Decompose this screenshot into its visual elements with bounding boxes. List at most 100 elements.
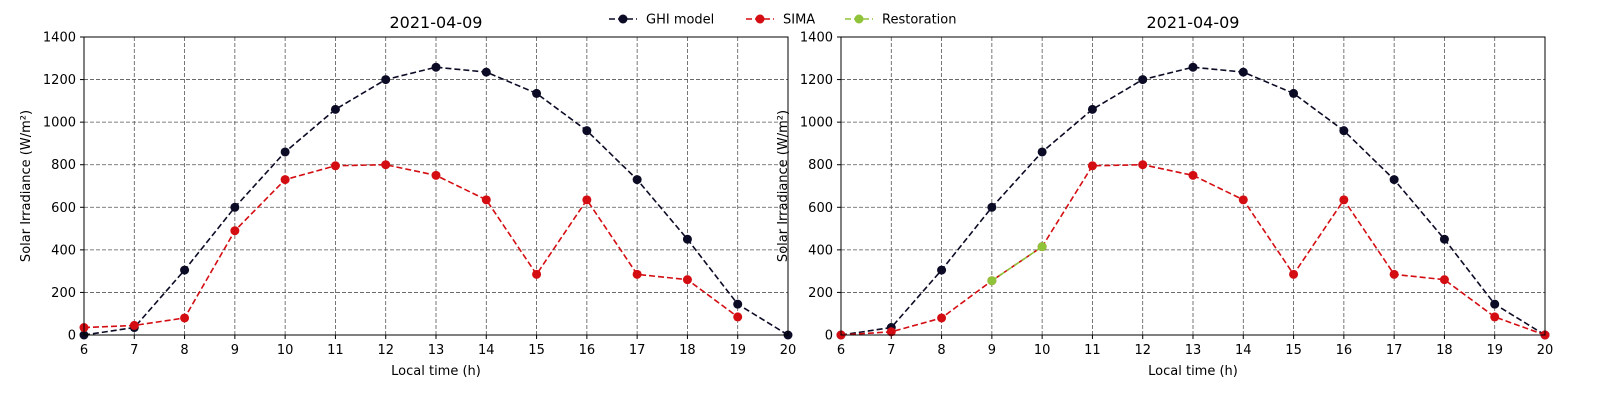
data-point-ghi-model	[1289, 88, 1299, 98]
data-point-restoration	[987, 276, 997, 286]
legend-marker	[618, 14, 628, 24]
y-tick-label: 400	[51, 243, 76, 258]
x-tick-label: 8	[937, 343, 945, 358]
series-line-sima	[83, 163, 739, 329]
data-point-ghi-model	[1188, 62, 1198, 72]
chart-panel-left: 6 7 8 9 10 11 12 13 14 15 16 17 18 19 2002004006008001…	[19, 13, 796, 379]
x-tick-label: 13	[428, 343, 445, 358]
series-restoration	[987, 242, 1047, 286]
x-axis-title: Local time (h)	[1148, 364, 1238, 379]
x-tick-label: 9	[231, 343, 239, 358]
data-point-sima	[1490, 312, 1500, 322]
x-tick-label: 19	[1486, 343, 1503, 358]
series-line-ghi-model	[83, 66, 789, 336]
series-ghi-model	[79, 62, 793, 340]
x-tick-label: 18	[679, 343, 696, 358]
data-point-ghi-model	[280, 147, 290, 157]
data-point-ghi-model	[937, 265, 947, 275]
y-tick-label: 1400	[800, 31, 833, 46]
x-tick-label: 14	[1235, 343, 1252, 358]
y-tick-label: 1000	[43, 116, 76, 131]
x-tick-label: 18	[1436, 343, 1453, 358]
y-tick-label: 1200	[43, 73, 76, 88]
data-point-ghi-model	[532, 88, 542, 98]
series-line-restoration	[991, 245, 1043, 282]
x-tick-label: 12	[377, 343, 394, 358]
data-point-sima	[886, 327, 896, 337]
y-tick-label: 600	[808, 201, 833, 216]
data-point-ghi-model	[733, 299, 743, 309]
y-tick-label: 200	[808, 286, 833, 301]
data-point-sima	[330, 161, 340, 171]
data-point-ghi-model	[1490, 299, 1500, 309]
legend-marker	[854, 14, 864, 24]
data-point-sima	[280, 175, 290, 185]
data-point-sima	[1439, 275, 1449, 285]
y-tick-label: 800	[808, 158, 833, 173]
data-point-sima	[582, 195, 592, 205]
x-tick-label: 20	[1537, 343, 1554, 358]
x-tick-label: 7	[887, 343, 895, 358]
y-tick-label: 600	[51, 201, 76, 216]
x-tick-label: 15	[1285, 343, 1302, 358]
x-tick-label: 17	[1386, 343, 1403, 358]
legend-marker	[755, 14, 765, 24]
x-tick-label: 9	[988, 343, 996, 358]
legend-label: GHI model	[646, 13, 714, 28]
x-axis-title: Local time (h)	[391, 364, 481, 379]
data-point-ghi-model	[1138, 75, 1148, 85]
legend-item-sima: SIMA	[746, 13, 815, 28]
x-tick-label: 16	[1336, 343, 1353, 358]
plot-frame	[83, 36, 789, 336]
data-point-sima	[733, 312, 743, 322]
data-point-sima	[180, 313, 190, 323]
data-point-sima	[481, 195, 491, 205]
y-axis-title: Solar Irradiance (W/m²)	[776, 110, 791, 262]
data-point-ghi-model	[1339, 126, 1349, 136]
data-point-ghi-model	[431, 62, 441, 72]
data-point-ghi-model	[1037, 147, 1047, 157]
chart-panel-right: 6 7 8 9 10 11 12 13 14 15 16 17 18 19 2002004006008001…	[776, 13, 1553, 379]
data-point-ghi-model	[582, 126, 592, 136]
data-point-ghi-model	[987, 202, 997, 212]
legend-label: Restoration	[882, 13, 956, 28]
x-tick-label: 6	[837, 343, 845, 358]
x-tick-label: 13	[1185, 343, 1202, 358]
plot-frame	[840, 36, 1546, 336]
x-tick-label: 7	[130, 343, 138, 358]
data-point-sima	[1138, 160, 1148, 170]
y-tick-label: 800	[51, 158, 76, 173]
x-tick-label: 8	[180, 343, 188, 358]
data-point-sima	[1087, 161, 1097, 171]
x-tick-label: 17	[629, 343, 646, 358]
data-point-sima	[230, 226, 240, 236]
data-point-sima	[381, 160, 391, 170]
x-tick-label: 15	[528, 343, 545, 358]
data-point-ghi-model	[632, 175, 642, 185]
data-point-ghi-model	[1087, 104, 1097, 114]
data-point-sima	[1339, 195, 1349, 205]
x-tick-label: 11	[327, 343, 344, 358]
x-tick-label: 19	[729, 343, 746, 358]
data-point-sima	[682, 275, 692, 285]
data-point-restoration	[1037, 242, 1047, 252]
series-line-ghi-model	[840, 66, 1546, 336]
data-point-sima	[1389, 269, 1399, 279]
data-point-sima	[1238, 195, 1248, 205]
x-tick-label: 11	[1084, 343, 1101, 358]
data-point-sima	[1289, 269, 1299, 279]
x-tick-label: 16	[579, 343, 596, 358]
data-point-ghi-model	[1389, 175, 1399, 185]
y-tick-label: 200	[51, 286, 76, 301]
data-point-sima	[1188, 170, 1198, 180]
x-tick-label: 10	[277, 343, 294, 358]
y-tick-label: 0	[825, 329, 833, 344]
data-point-sima	[632, 269, 642, 279]
data-point-ghi-model	[180, 265, 190, 275]
data-point-sima	[937, 313, 947, 323]
y-tick-label: 1000	[800, 116, 833, 131]
y-tick-label: 1200	[800, 73, 833, 88]
y-tick-label: 0	[68, 329, 76, 344]
x-tick-label: 6	[80, 343, 88, 358]
